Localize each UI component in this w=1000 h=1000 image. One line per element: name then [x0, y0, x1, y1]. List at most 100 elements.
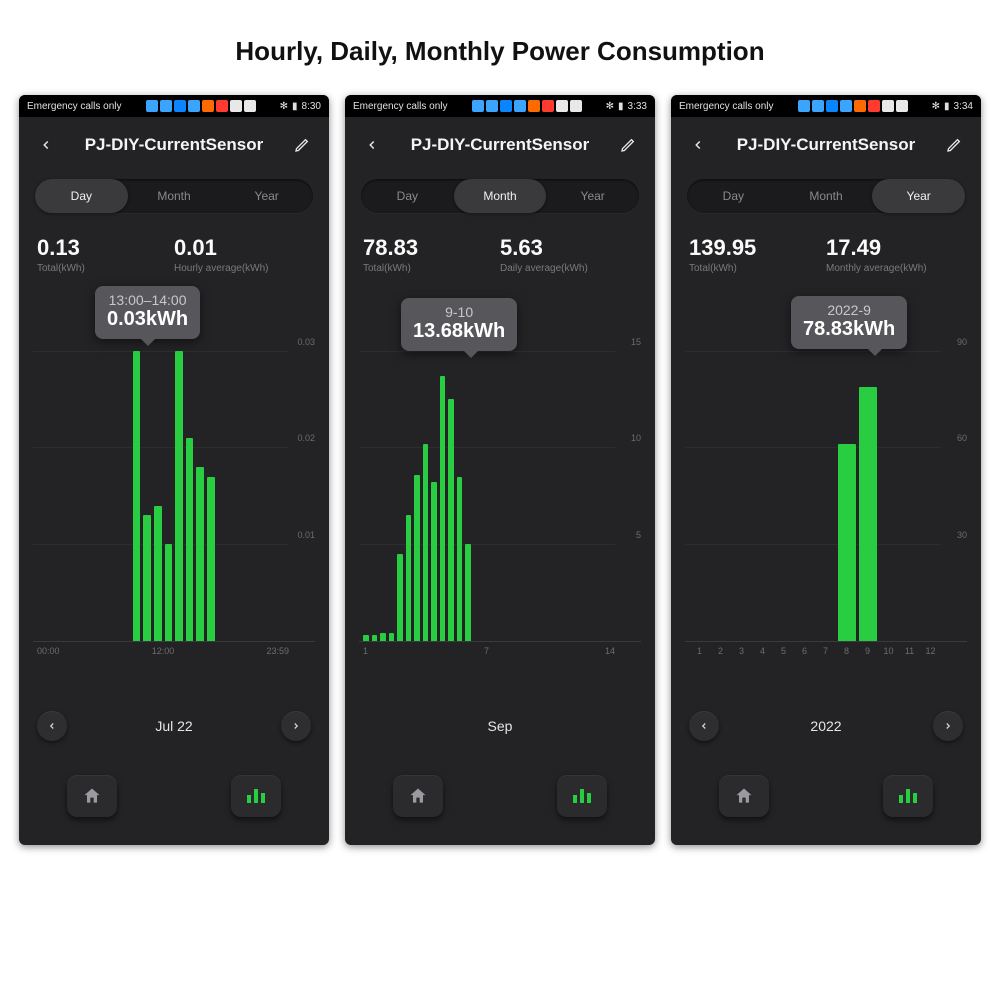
stats-button[interactable] — [883, 775, 933, 817]
bar[interactable] — [423, 444, 429, 641]
back-button[interactable] — [359, 132, 385, 158]
bar[interactable] — [175, 351, 183, 641]
segment-option[interactable]: Year — [872, 179, 965, 213]
next-button[interactable] — [933, 711, 963, 741]
home-icon — [408, 786, 428, 806]
bar[interactable] — [154, 506, 162, 641]
bottom-dock — [671, 741, 981, 845]
stats-button[interactable] — [557, 775, 607, 817]
bar[interactable] — [196, 467, 204, 641]
bar[interactable] — [859, 387, 877, 641]
bar-chart-icon — [573, 789, 591, 803]
carrier-text: Emergency calls only — [679, 101, 773, 112]
bar[interactable] — [143, 515, 151, 641]
bottom-dock — [345, 741, 655, 845]
segment-option[interactable]: Year — [546, 179, 639, 213]
edit-button[interactable] — [289, 132, 315, 158]
range-segmented-control[interactable]: DayMonthYear — [35, 179, 313, 213]
bar[interactable] — [406, 515, 412, 641]
segment-option[interactable]: Day — [687, 179, 780, 213]
bars — [363, 352, 615, 641]
x-axis-label: 9 — [857, 646, 878, 656]
stat-block: 17.49Monthly average(kWh) — [826, 235, 963, 274]
battery-icon: ▮ — [618, 101, 624, 112]
home-button[interactable] — [67, 775, 117, 817]
home-button[interactable] — [719, 775, 769, 817]
bar[interactable] — [397, 554, 403, 641]
bar-chart[interactable]: 306090 — [685, 352, 967, 642]
segment-option[interactable]: Year — [220, 179, 313, 213]
screen-title: PJ-DIY-CurrentSensor — [395, 135, 605, 155]
bar[interactable] — [431, 482, 437, 641]
bar[interactable] — [186, 438, 194, 641]
segment-option[interactable]: Day — [361, 179, 454, 213]
bluetooth-icon: ✻ — [606, 101, 614, 112]
stat-block: 78.83Total(kWh) — [363, 235, 500, 274]
edit-button[interactable] — [941, 132, 967, 158]
bar[interactable] — [363, 635, 369, 641]
chevron-left-icon — [699, 721, 709, 731]
next-button[interactable] — [281, 711, 311, 741]
status-time-group: ✻▮8:30 — [280, 101, 321, 112]
bar-chart-icon — [899, 789, 917, 803]
bar[interactable] — [133, 351, 141, 641]
stat-block: 0.13Total(kWh) — [37, 235, 174, 274]
pencil-icon — [620, 137, 636, 153]
x-axis-label: 5 — [773, 646, 794, 656]
bar[interactable] — [207, 477, 215, 641]
segment-option[interactable]: Month — [454, 179, 547, 213]
status-app-icon — [556, 100, 568, 112]
status-app-icon — [798, 100, 810, 112]
bar-chart[interactable]: 0.010.020.03 — [33, 352, 315, 642]
date-navigator: Jul 22 — [19, 697, 329, 741]
chevron-right-icon — [943, 721, 953, 731]
screen-header: PJ-DIY-CurrentSensor — [345, 117, 655, 173]
prev-button[interactable] — [689, 711, 719, 741]
bar[interactable] — [389, 633, 395, 641]
range-segmented-control[interactable]: DayMonthYear — [361, 179, 639, 213]
bar[interactable] — [465, 544, 471, 641]
bar[interactable] — [372, 635, 378, 641]
home-button[interactable] — [393, 775, 443, 817]
back-button[interactable] — [33, 132, 59, 158]
back-button[interactable] — [685, 132, 711, 158]
x-axis-label: 7 — [815, 646, 836, 656]
carrier-text: Emergency calls only — [27, 101, 121, 112]
status-app-icon — [514, 100, 526, 112]
status-app-icon — [216, 100, 228, 112]
page-title: Hourly, Daily, Monthly Power Consumption — [0, 0, 1000, 95]
stats-button[interactable] — [231, 775, 281, 817]
date-navigator: 2022 — [671, 697, 981, 741]
battery-icon: ▮ — [292, 101, 298, 112]
pencil-icon — [294, 137, 310, 153]
status-time-group: ✻▮3:33 — [606, 101, 647, 112]
x-axis-label: 00:00 — [37, 646, 60, 656]
bar[interactable] — [448, 399, 454, 641]
edit-button[interactable] — [615, 132, 641, 158]
bar[interactable] — [414, 475, 420, 641]
bar[interactable] — [440, 376, 446, 641]
x-axis: 123456789101112 — [685, 642, 967, 656]
status-app-icon — [868, 100, 880, 112]
bar[interactable] — [838, 444, 856, 641]
stat-value: 78.83 — [363, 235, 500, 261]
stats-row: 78.83Total(kWh)5.63Daily average(kWh) — [345, 213, 655, 282]
stats-row: 0.13Total(kWh)0.01Hourly average(kWh) — [19, 213, 329, 282]
date-navigator: Sep — [345, 697, 655, 741]
bar[interactable] — [457, 477, 463, 641]
status-app-icon — [146, 100, 158, 112]
segment-option[interactable]: Day — [35, 179, 128, 213]
prev-button[interactable] — [37, 711, 67, 741]
status-app-icon — [230, 100, 242, 112]
bar[interactable] — [165, 544, 173, 641]
bluetooth-icon: ✻ — [932, 101, 940, 112]
bar[interactable] — [380, 633, 386, 641]
bar-chart[interactable]: 51015 — [359, 352, 641, 642]
y-axis-label: 0.02 — [291, 433, 315, 443]
status-app-icon — [528, 100, 540, 112]
segment-option[interactable]: Month — [128, 179, 221, 213]
x-axis-label: 1 — [689, 646, 710, 656]
range-segmented-control[interactable]: DayMonthYear — [687, 179, 965, 213]
y-axis-label: 0.03 — [291, 337, 315, 347]
segment-option[interactable]: Month — [780, 179, 873, 213]
